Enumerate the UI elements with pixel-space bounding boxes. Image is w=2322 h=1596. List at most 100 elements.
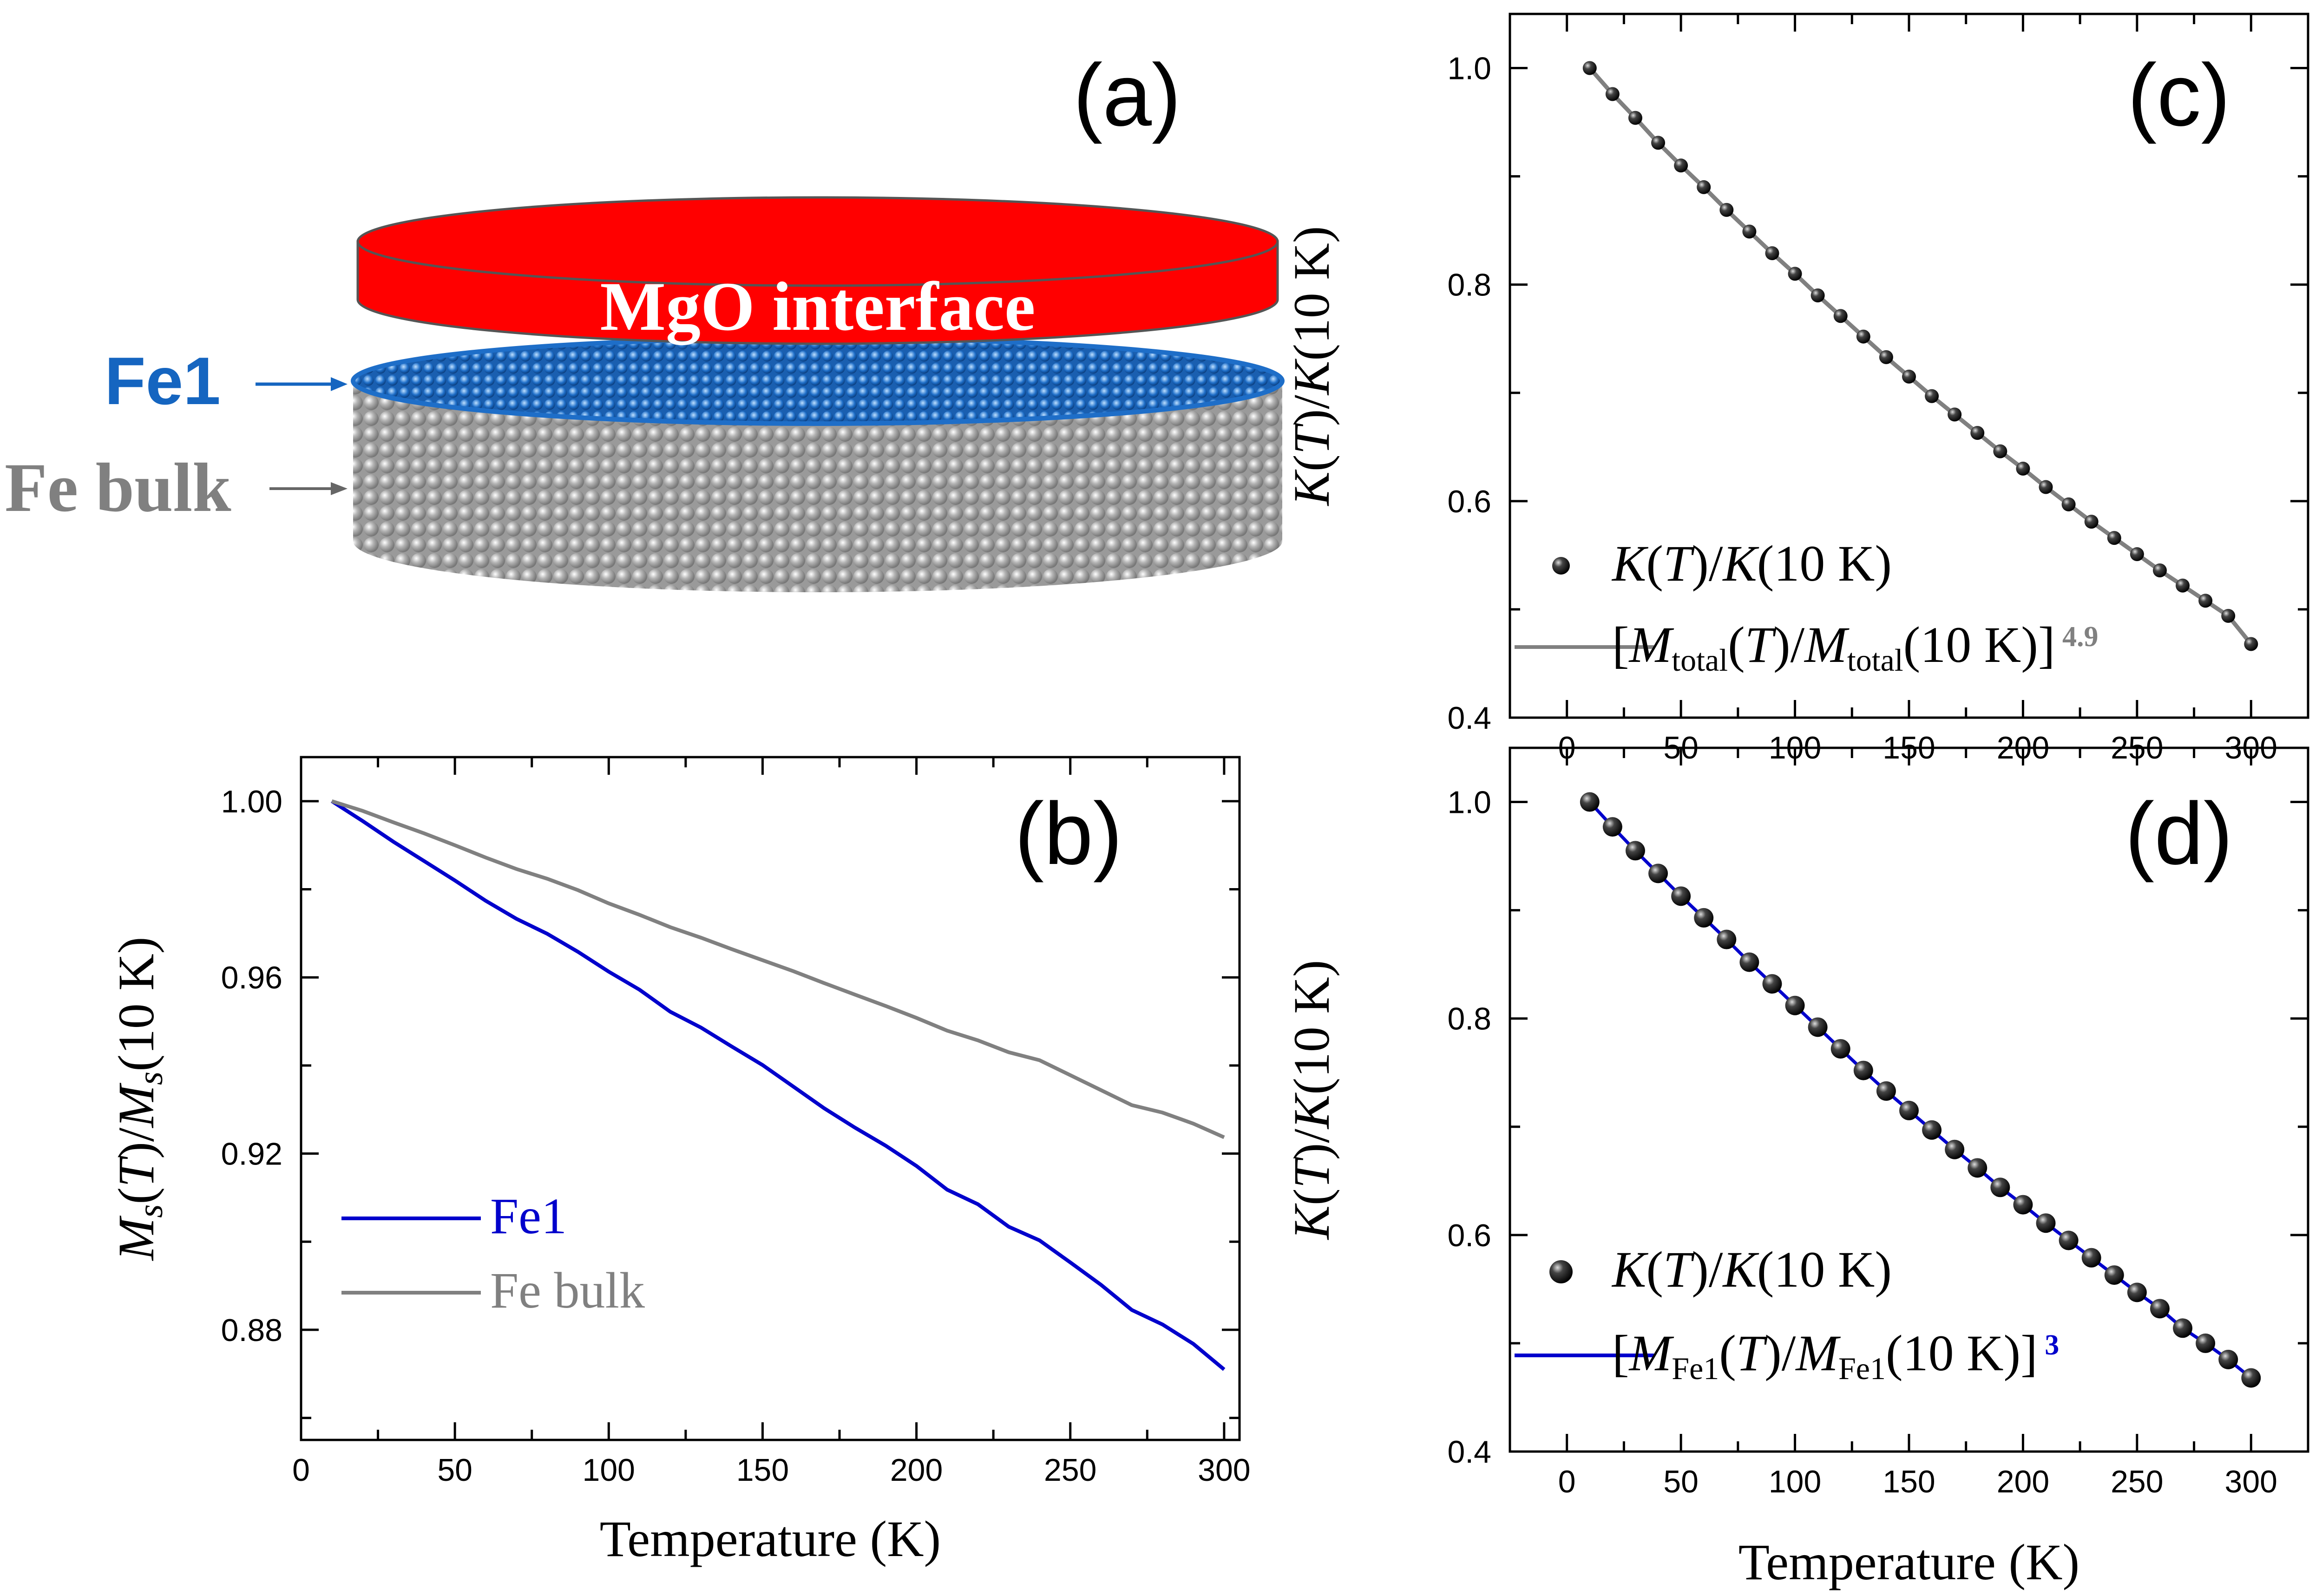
data-point	[1876, 1081, 1896, 1101]
y-tick-label: 0.92	[221, 1137, 282, 1172]
data-point	[2150, 1299, 2170, 1319]
data-point	[2176, 578, 2190, 593]
x-tick-label: 100	[1769, 1464, 1821, 1499]
data-point	[1970, 426, 1985, 440]
fe1-arrow-head	[331, 377, 348, 391]
legend-label: Fe bulk	[490, 1262, 645, 1319]
x-tick-label: 200	[1997, 1464, 2049, 1499]
data-point	[1694, 908, 1714, 928]
data-point	[2130, 547, 2144, 562]
y-tick-label: 0.96	[221, 960, 282, 995]
data-point	[2198, 594, 2213, 608]
data-point	[1739, 952, 1759, 972]
data-point	[2104, 1265, 2124, 1285]
x-tick-label: 100	[583, 1452, 635, 1488]
chart-panel-d: 0 50 100 150 200 250 300 0.4 0.6 0.8 1.0 Temperatur…	[1283, 746, 2309, 1590]
y-tick-label: 0.4	[1447, 700, 1491, 736]
chart-panel-c: 0501001502002503000.40.60.81.0K(T)/K(10 …	[1283, 13, 2309, 765]
data-point	[1765, 246, 1779, 261]
panel-a-illustration: MgO interface Fe1 Fe bulk (a)	[5, 46, 1285, 592]
data-point	[2127, 1282, 2147, 1302]
data-point	[2039, 480, 2053, 494]
data-point	[2107, 531, 2121, 545]
y-axis-title: K(T)/K(10 K)	[1283, 960, 1340, 1241]
data-point	[2196, 1333, 2216, 1353]
data-point	[1674, 158, 1688, 173]
data-point	[2173, 1318, 2193, 1338]
x-tick-label: 200	[890, 1452, 943, 1488]
data-point	[1902, 369, 1916, 384]
legend-point-marker	[1552, 557, 1570, 575]
data-point	[2013, 1195, 2033, 1215]
data-point	[2081, 1248, 2101, 1268]
y-tick-label: 1.0	[1447, 51, 1491, 86]
series-line-fe-bulk	[331, 799, 1225, 1139]
data-point	[1717, 929, 1737, 949]
plot-frame-b	[300, 756, 1241, 1441]
y-tick-label: 1.0	[1447, 785, 1491, 820]
data-point	[2016, 461, 2030, 476]
data-point	[1742, 224, 1757, 239]
data-point	[2241, 1368, 2261, 1388]
x-tick-label: 300	[2225, 1464, 2277, 1499]
mgo-cylinder-top	[356, 196, 1279, 287]
legend-line-label: [Mtotal(T)/Mtotal(10 K)] 4.9	[1612, 616, 2099, 678]
fe-bulk-arrow-head	[331, 482, 348, 495]
data-point	[1968, 1158, 1987, 1178]
y-tick-label: 0.4	[1447, 1434, 1491, 1470]
data-point	[2061, 497, 2076, 511]
data-point	[1582, 61, 1597, 75]
data-point	[2221, 608, 2236, 623]
data-point	[2244, 637, 2258, 651]
data-point	[1648, 863, 1668, 883]
data-point	[1671, 886, 1691, 906]
data-point	[1833, 309, 1848, 323]
legend-points-label: K(T)/K(10 K)	[1611, 1241, 1892, 1298]
y-tick-label: 0.88	[221, 1313, 282, 1348]
fe1-layer-disc	[353, 338, 1282, 424]
fe1-label: Fe1	[105, 343, 221, 419]
y-tick-label: 0.6	[1447, 1218, 1491, 1253]
data-point	[1830, 1039, 1850, 1059]
legend-points-label: K(T)/K(10 K)	[1611, 535, 1892, 592]
y-tick-label: 0.6	[1447, 484, 1491, 519]
data-point	[2152, 563, 2167, 578]
data-point	[1922, 1120, 1942, 1140]
data-point	[1948, 407, 1962, 422]
x-axis-title: Temperature (K)	[600, 1511, 941, 1567]
data-point	[1945, 1139, 1965, 1159]
panel-letter-c: (c)	[2127, 46, 2230, 144]
x-tick-label: 50	[437, 1452, 472, 1488]
data-point	[1808, 1017, 1828, 1037]
y-axis-title: Ms(T)/Ms(10 K)	[108, 937, 170, 1262]
data-point	[1580, 792, 1600, 812]
x-tick-label: 150	[1883, 1464, 1935, 1499]
series-line-fe1	[331, 799, 1226, 1371]
data-point	[2036, 1213, 2056, 1233]
data-point	[1788, 267, 1802, 281]
x-tick-label: 150	[736, 1452, 789, 1488]
y-tick-label: 1.00	[221, 784, 282, 819]
data-point	[1810, 288, 1825, 302]
x-tick-label: 250	[2111, 1464, 2163, 1499]
legend-label: Fe1	[490, 1188, 567, 1244]
x-tick-label: 50	[1663, 1464, 1699, 1499]
data-point	[1651, 136, 1666, 150]
y-axis-title: K(T)/K(10 K)	[1283, 226, 1340, 507]
x-tick-label: 0	[1558, 1464, 1576, 1499]
y-tick-label: 0.8	[1447, 1001, 1491, 1037]
fe-bulk-label: Fe bulk	[5, 449, 231, 526]
panel-a-letter: (a)	[1073, 46, 1181, 144]
legend-point-marker	[1549, 1260, 1573, 1283]
mgo-interface-label: MgO interface	[600, 268, 1035, 345]
data-point	[1762, 974, 1782, 994]
data-point	[1628, 111, 1642, 125]
data-point	[1853, 1060, 1873, 1080]
x-axis-title: Temperature (K)	[1738, 1534, 2079, 1590]
chart-panel-b: 0 50 100 150 200 250 300 0.88 0.92 0.96 1.00 Temper…	[108, 756, 1251, 1567]
data-point	[1602, 817, 1622, 837]
data-point	[1605, 87, 1620, 101]
x-tick-label: 0	[292, 1452, 310, 1488]
panel-letter-b: (b)	[1015, 785, 1122, 883]
